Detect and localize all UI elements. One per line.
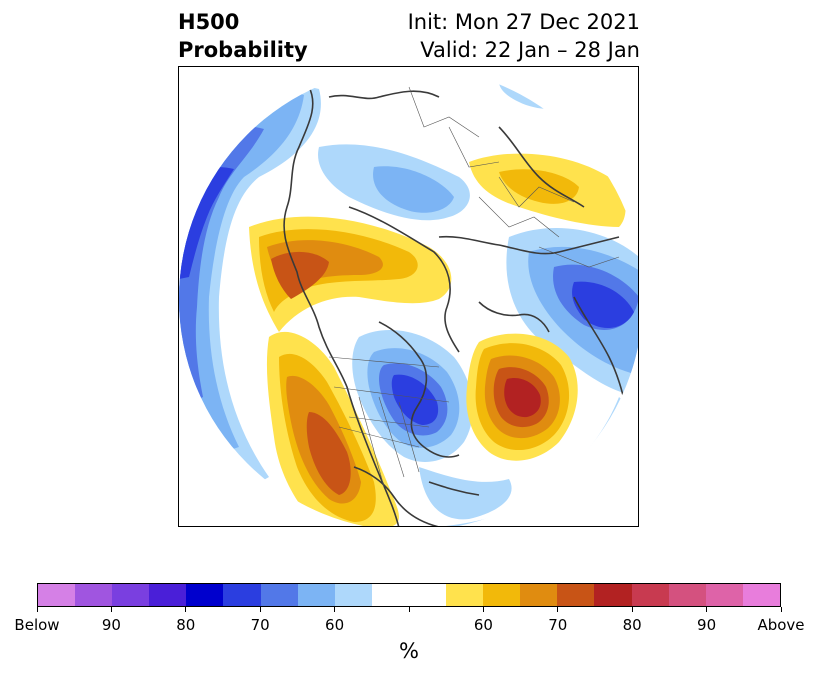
colorbar-segment [557,584,595,606]
colorbar-segment [446,584,484,606]
colorbar-segment [186,584,224,606]
probability-map [179,67,638,526]
colorbar-segment [594,584,632,606]
colorbar-label: 80 [176,616,196,634]
colorbar-label: 80 [622,616,642,634]
anomaly-above-southwest-us [266,331,399,526]
colorbar-segment [520,584,558,606]
colorbar-label: 60 [325,616,345,634]
colorbar-tick [482,607,484,612]
colorbar-unit: % [399,639,419,663]
colorbar-segment [112,584,150,606]
colorbar-segment [223,584,261,606]
colorbar-tick [185,607,187,612]
anomaly-below-east-asia [506,228,638,397]
colorbar-segment [149,584,187,606]
colorbar-segment [705,584,743,606]
anomaly-above-western-canada [249,216,452,332]
colorbar-segment [371,584,409,606]
title-right: Init: Mon 27 Dec 2021 Valid: 22 Jan – 28… [408,8,640,64]
colorbar-label: 90 [697,616,717,634]
init-date: Init: Mon 27 Dec 2021 [407,10,640,34]
valid-range: Valid: 22 Jan – 28 Jan [420,38,640,62]
colorbar-segment [38,584,76,606]
colorbar-segment [408,584,447,606]
colorbar-label: 70 [250,616,270,634]
map-panel [178,66,639,527]
colorbar-tick [706,607,708,612]
colorbar-label: Above [757,616,805,634]
title-variable: H500 [178,10,240,34]
colorbar-tick [36,607,38,612]
colorbar-tick [408,607,410,612]
colorbar-segment [631,584,669,606]
colorbar-tick [557,607,559,612]
colorbar-segment [334,584,372,606]
anomaly-above-north-atlantic [466,333,578,461]
colorbar-label: 70 [548,616,568,634]
title-product: Probability [178,38,308,62]
political-borders [328,86,620,488]
colorbar-tick [259,607,261,612]
anomaly-below-great-lakes [352,329,473,462]
colorbar-label: 60 [473,616,493,634]
hemisphere-disc [179,67,638,526]
colorbar [37,583,781,607]
colorbar-segment [297,584,335,606]
colorbar-segment [668,584,706,606]
colorbar-tick [110,607,112,612]
colorbar-segment [260,584,298,606]
colorbar-tick [334,607,336,612]
colorbar-tick [780,607,782,612]
title-left: H500 Probability [178,8,308,64]
colorbar-label: 90 [101,616,121,634]
colorbar-tick [631,607,633,612]
colorbar-segment [742,584,780,606]
colorbar-segment [483,584,521,606]
colorbar-segment [75,584,113,606]
colorbar-label: Below [14,616,60,634]
